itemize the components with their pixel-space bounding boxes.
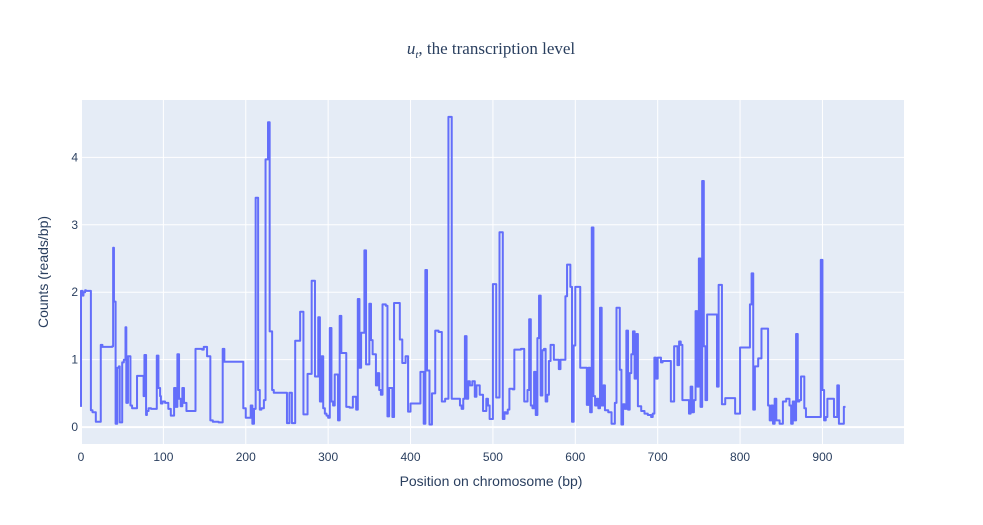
y-axis: 0 1 2 3 4 bbox=[71, 150, 78, 434]
y-tick-label: 2 bbox=[71, 285, 78, 299]
x-tick-label: 300 bbox=[318, 450, 338, 464]
x-tick-label: 100 bbox=[153, 450, 173, 464]
x-tick-label: 700 bbox=[648, 450, 668, 464]
x-tick-label: 500 bbox=[483, 450, 503, 464]
title-rest: , the transcription level bbox=[418, 39, 575, 58]
x-tick-label: 900 bbox=[812, 450, 832, 464]
chart-title: ut, the transcription level bbox=[407, 39, 576, 61]
y-axis-title: Counts (reads/bp) bbox=[35, 216, 51, 328]
title-subscript: t bbox=[415, 49, 419, 61]
y-tick-label: 3 bbox=[71, 218, 78, 232]
x-axis-title: Position on chromosome (bp) bbox=[400, 473, 583, 489]
y-tick-label: 0 bbox=[71, 420, 78, 434]
x-tick-label: 600 bbox=[565, 450, 585, 464]
title-variable: u bbox=[407, 39, 416, 58]
series-line bbox=[80, 115, 846, 426]
y-tick-label: 1 bbox=[71, 353, 78, 367]
x-axis: 0 100 200 300 400 500 600 700 800 900 bbox=[78, 450, 833, 464]
x-tick-label: 200 bbox=[236, 450, 256, 464]
x-tick-label: 400 bbox=[401, 450, 421, 464]
y-tick-label: 4 bbox=[71, 150, 78, 164]
data-layer bbox=[80, 115, 846, 426]
x-tick-label: 0 bbox=[78, 450, 85, 464]
x-tick-label: 800 bbox=[730, 450, 750, 464]
